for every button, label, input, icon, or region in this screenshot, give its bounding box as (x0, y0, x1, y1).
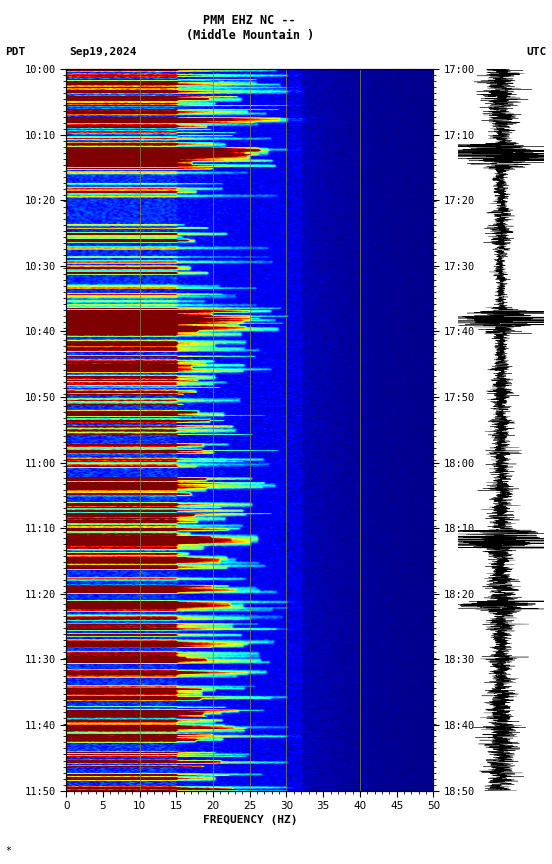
Text: PDT: PDT (6, 48, 26, 57)
Text: UTC: UTC (526, 48, 546, 57)
Title: PMM EHZ NC --
(Middle Mountain ): PMM EHZ NC -- (Middle Mountain ) (185, 14, 314, 41)
Text: *: * (6, 846, 12, 855)
X-axis label: FREQUENCY (HZ): FREQUENCY (HZ) (203, 815, 297, 825)
Text: Sep19,2024: Sep19,2024 (69, 48, 136, 57)
